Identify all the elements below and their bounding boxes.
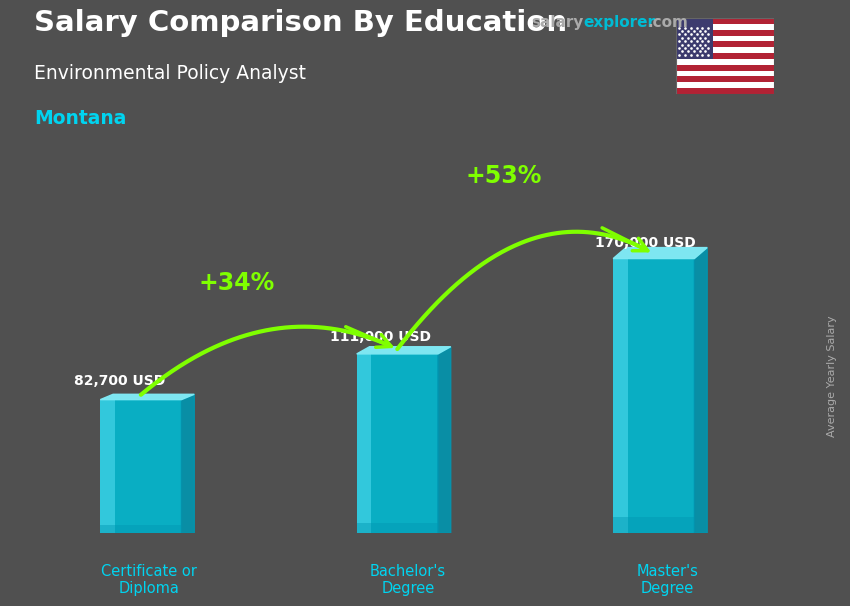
Bar xyxy=(613,259,694,533)
Text: Environmental Policy Analyst: Environmental Policy Analyst xyxy=(34,64,306,82)
Bar xyxy=(676,47,774,53)
Bar xyxy=(676,88,774,94)
Polygon shape xyxy=(613,248,707,259)
Bar xyxy=(676,24,774,30)
Bar xyxy=(357,522,438,533)
Bar xyxy=(100,525,181,533)
Bar xyxy=(676,36,774,41)
Bar xyxy=(676,18,713,59)
Bar xyxy=(676,71,774,76)
Bar xyxy=(676,82,774,88)
Bar xyxy=(613,517,694,533)
Text: +53%: +53% xyxy=(466,164,542,188)
Polygon shape xyxy=(438,347,450,533)
Bar xyxy=(357,354,438,533)
Polygon shape xyxy=(694,248,707,533)
Polygon shape xyxy=(181,395,195,533)
Bar xyxy=(100,399,181,533)
Text: 170,000 USD: 170,000 USD xyxy=(595,236,695,250)
Bar xyxy=(613,259,628,533)
Polygon shape xyxy=(357,347,451,354)
Text: Master's
Degree: Master's Degree xyxy=(637,564,698,596)
Text: Bachelor's
Degree: Bachelor's Degree xyxy=(370,564,446,596)
Text: Salary Comparison By Education: Salary Comparison By Education xyxy=(34,9,567,37)
Bar xyxy=(676,18,774,24)
Text: +34%: +34% xyxy=(199,271,275,295)
Bar xyxy=(676,41,774,47)
Bar xyxy=(676,30,774,36)
Bar xyxy=(676,76,774,82)
Polygon shape xyxy=(100,395,195,399)
Text: salary: salary xyxy=(531,15,584,30)
Text: 82,700 USD: 82,700 USD xyxy=(74,375,165,388)
Text: Certificate or
Diploma: Certificate or Diploma xyxy=(101,564,196,596)
Text: explorer: explorer xyxy=(583,15,655,30)
Text: Montana: Montana xyxy=(34,109,127,128)
Bar xyxy=(357,354,371,533)
Bar xyxy=(676,59,774,65)
Text: Average Yearly Salary: Average Yearly Salary xyxy=(827,315,837,436)
Text: .com: .com xyxy=(648,15,689,30)
Bar xyxy=(676,53,774,59)
Bar xyxy=(100,399,115,533)
Bar xyxy=(676,65,774,71)
Text: 111,000 USD: 111,000 USD xyxy=(330,330,431,344)
